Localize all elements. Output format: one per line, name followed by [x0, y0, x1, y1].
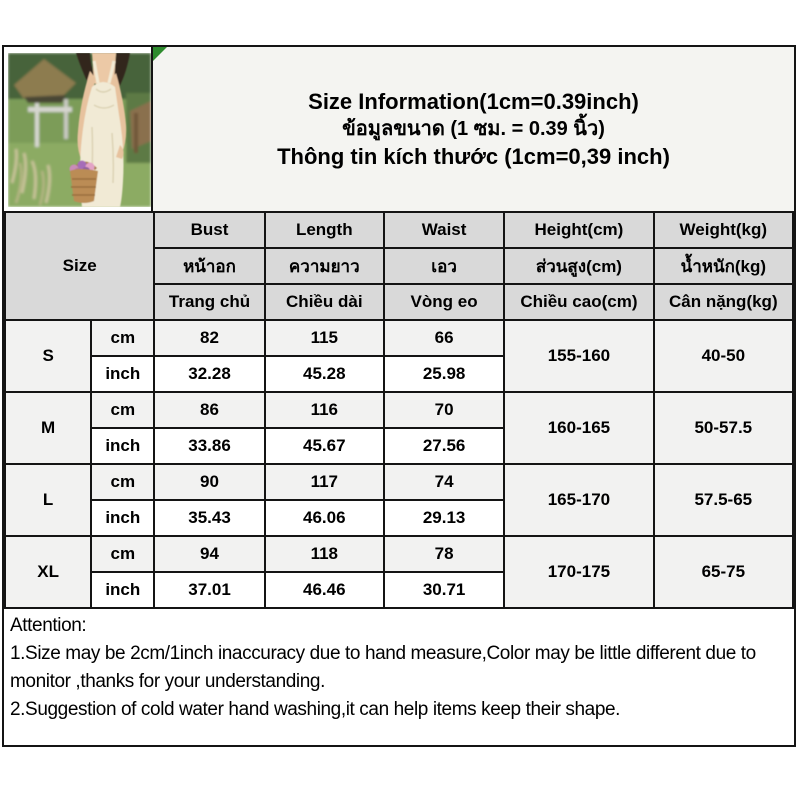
weight-range: 40-50 [652, 319, 795, 393]
col-header-weight-en: Weight(kg) [652, 211, 795, 249]
col-header-length-en: Length [263, 211, 385, 249]
col-header-weight-th: น้ำหนัก(kg) [652, 247, 795, 285]
waist-cm-value: 78 [382, 535, 506, 573]
waist-inch-value: 29.13 [382, 499, 506, 537]
bust-cm-value: 90 [153, 463, 266, 501]
waist-cm-value: 66 [382, 319, 506, 357]
table-row: XL cm 94 118 78 170-175 65-75 [3, 535, 795, 609]
product-photo-cell [4, 47, 153, 211]
table-row: inch 35.43 46.06 29.13 [5, 499, 793, 537]
table-row: inch 33.86 45.67 27.56 [5, 427, 793, 465]
bust-inch-value: 35.43 [153, 499, 266, 537]
waist-inch-value: 30.71 [382, 571, 506, 609]
header-row-thai: หน้าอก ความยาว เอว ส่วนสูง(cm) น้ำหนัก(k… [5, 247, 795, 285]
col-header-bust-th: หน้าอก [153, 247, 266, 285]
length-inch-value: 45.28 [263, 355, 385, 393]
table-row: L cm 90 117 74 165-170 57.5-65 [3, 463, 795, 537]
length-cm-value: 118 [263, 535, 385, 573]
bust-cm-value: 82 [153, 319, 266, 357]
top-band: Size Information(1cm=0.39inch) ข้อมูลขนา… [4, 47, 794, 211]
col-header-waist-en: Waist [382, 211, 506, 249]
attention-heading: Attention: [10, 615, 87, 636]
title-cell: Size Information(1cm=0.39inch) ข้อมูลขนา… [153, 47, 794, 211]
col-header-waist-vi: Vòng eo [382, 283, 506, 321]
size-table: Size Bust Length Waist Height(cm) Weight… [3, 211, 795, 609]
unit-cell-inch: inch [90, 499, 156, 537]
col-header-bust-vi: Trang chủ [153, 283, 266, 321]
height-range: 170-175 [503, 535, 655, 609]
col-header-height-th: ส่วนสูง(cm) [503, 247, 655, 285]
unit-cell-cm: cm [90, 463, 156, 501]
table-row: S cm 82 115 66 155-160 40-50 [3, 319, 795, 393]
table-row: inch 32.28 45.28 25.98 [5, 355, 793, 393]
unit-cell-cm: cm [90, 319, 156, 357]
bust-inch-value: 37.01 [153, 571, 266, 609]
header-row-english: Size Bust Length Waist Height(cm) Weight… [3, 211, 795, 321]
bust-inch-value: 33.86 [153, 427, 266, 465]
weight-range: 65-75 [652, 535, 795, 609]
attention-note-2: 2.Suggestion of cold water hand washing,… [10, 699, 621, 720]
col-header-weight-vi: Cân nặng(kg) [652, 283, 795, 321]
size-label-m: M [3, 391, 93, 465]
length-inch-value: 46.06 [263, 499, 385, 537]
waist-cm-value: 74 [382, 463, 506, 501]
unit-cell-inch: inch [90, 427, 156, 465]
waist-inch-value: 27.56 [382, 427, 506, 465]
title-vietnamese: Thông tin kích thước (1cm=0,39 inch) [277, 144, 670, 170]
height-range: 165-170 [503, 463, 655, 537]
waist-inch-value: 25.98 [382, 355, 506, 393]
table-row: M cm 86 116 70 160-165 50-57.5 [3, 391, 795, 465]
size-label-s: S [3, 319, 93, 393]
weight-range: 57.5-65 [652, 463, 795, 537]
product-photo-illustration [8, 53, 151, 207]
unit-cell-inch: inch [90, 355, 156, 393]
waist-cm-value: 70 [382, 391, 506, 429]
length-cm-value: 117 [263, 463, 385, 501]
length-inch-value: 46.46 [263, 571, 385, 609]
bust-cm-value: 94 [153, 535, 266, 573]
attention-note-1: 1.Size may be 2cm/1inch inaccuracy due t… [10, 643, 756, 692]
height-range: 155-160 [503, 319, 655, 393]
col-header-length-th: ความยาว [263, 247, 385, 285]
bust-inch-value: 32.28 [153, 355, 266, 393]
col-header-bust-en: Bust [153, 211, 266, 249]
col-header-height-vi: Chiều cao(cm) [503, 283, 655, 321]
header-row-vietnamese: Trang chủ Chiều dài Vòng eo Chiều cao(cm… [5, 283, 795, 321]
bust-cm-value: 86 [153, 391, 266, 429]
weight-range: 50-57.5 [652, 391, 795, 465]
title-thai: ข้อมูลขนาด (1 ซม. = 0.39 นิ้ว) [342, 117, 605, 140]
attention-section: Attention: 1.Size may be 2cm/1inch inacc… [4, 609, 794, 745]
title-english: Size Information(1cm=0.39inch) [308, 88, 639, 114]
col-header-length-vi: Chiều dài [263, 283, 385, 321]
col-header-waist-th: เอว [382, 247, 506, 285]
length-cm-value: 116 [263, 391, 385, 429]
size-chart-sheet: Size Information(1cm=0.39inch) ข้อมูลขนา… [2, 45, 796, 747]
unit-cell-cm: cm [90, 535, 156, 573]
size-label-xl: XL [3, 535, 93, 609]
col-header-height-en: Height(cm) [503, 211, 655, 249]
height-range: 160-165 [503, 391, 655, 465]
unit-cell-inch: inch [90, 571, 156, 609]
size-corner-cell: Size [3, 211, 156, 321]
green-corner-flag-icon [153, 47, 167, 61]
unit-cell-cm: cm [90, 391, 156, 429]
size-label-l: L [3, 463, 93, 537]
length-inch-value: 45.67 [263, 427, 385, 465]
length-cm-value: 115 [263, 319, 385, 357]
table-row: inch 37.01 46.46 30.71 [5, 571, 793, 609]
